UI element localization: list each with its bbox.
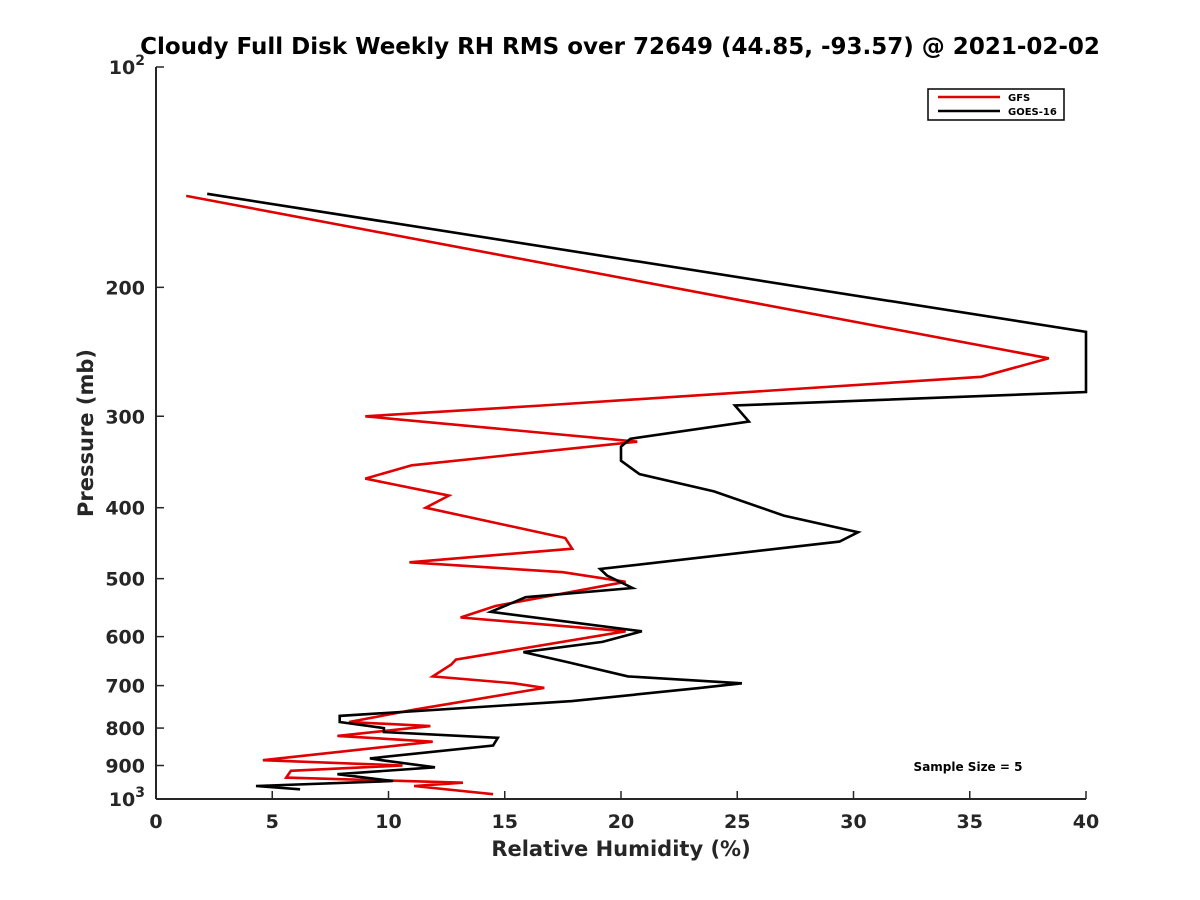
legend: GFS GOES-16 [927,88,1065,121]
x-tick-label: 15 [492,811,518,833]
series-line-gfs [185,194,1050,796]
legend-box [927,88,1065,121]
plot-area: 0 5 10 15 20 25 30 35 40 102 200 300 400 500 600 700 80… [105,53,1099,833]
y-tick-label: 200 [105,277,145,299]
y-tick-label: 300 [105,406,145,428]
y-axis-ticks: 102 200 300 400 500 600 700 800 900 103 [105,53,164,811]
x-axis-label: Relative Humidity (%) [491,837,750,861]
sample-size-annotation: Sample Size = 5 [914,760,1023,774]
chart-title: Cloudy Full Disk Weekly RH RMS over 7264… [140,34,1100,60]
series-lines [185,192,1088,796]
legend-label-gfs: GFS [1008,93,1030,104]
series-line-goes-16 [206,192,1088,791]
x-tick-label: 30 [840,811,866,833]
x-tick-label: 10 [375,811,401,833]
y-tick-label: 800 [105,718,145,740]
y-tick-label: 500 [105,569,145,591]
legend-label-goes-16: GOES-16 [1008,107,1057,118]
y-tick-label: 400 [105,498,145,520]
y-tick-label: 103 [109,785,145,811]
x-tick-label: 25 [724,811,750,833]
y-tick-label: 102 [109,53,145,79]
x-tick-label: 5 [266,811,279,833]
y-tick-label: 900 [105,756,145,778]
y-tick-label: 600 [105,627,145,649]
x-tick-label: 35 [957,811,983,833]
x-tick-label: 20 [608,811,634,833]
x-tick-label: 40 [1073,811,1099,833]
y-axis-label: Pressure (mb) [74,349,98,517]
x-tick-label: 0 [149,811,162,833]
y-tick-label: 700 [105,676,145,698]
x-axis-ticks: 0 5 10 15 20 25 30 35 40 [149,791,1099,833]
